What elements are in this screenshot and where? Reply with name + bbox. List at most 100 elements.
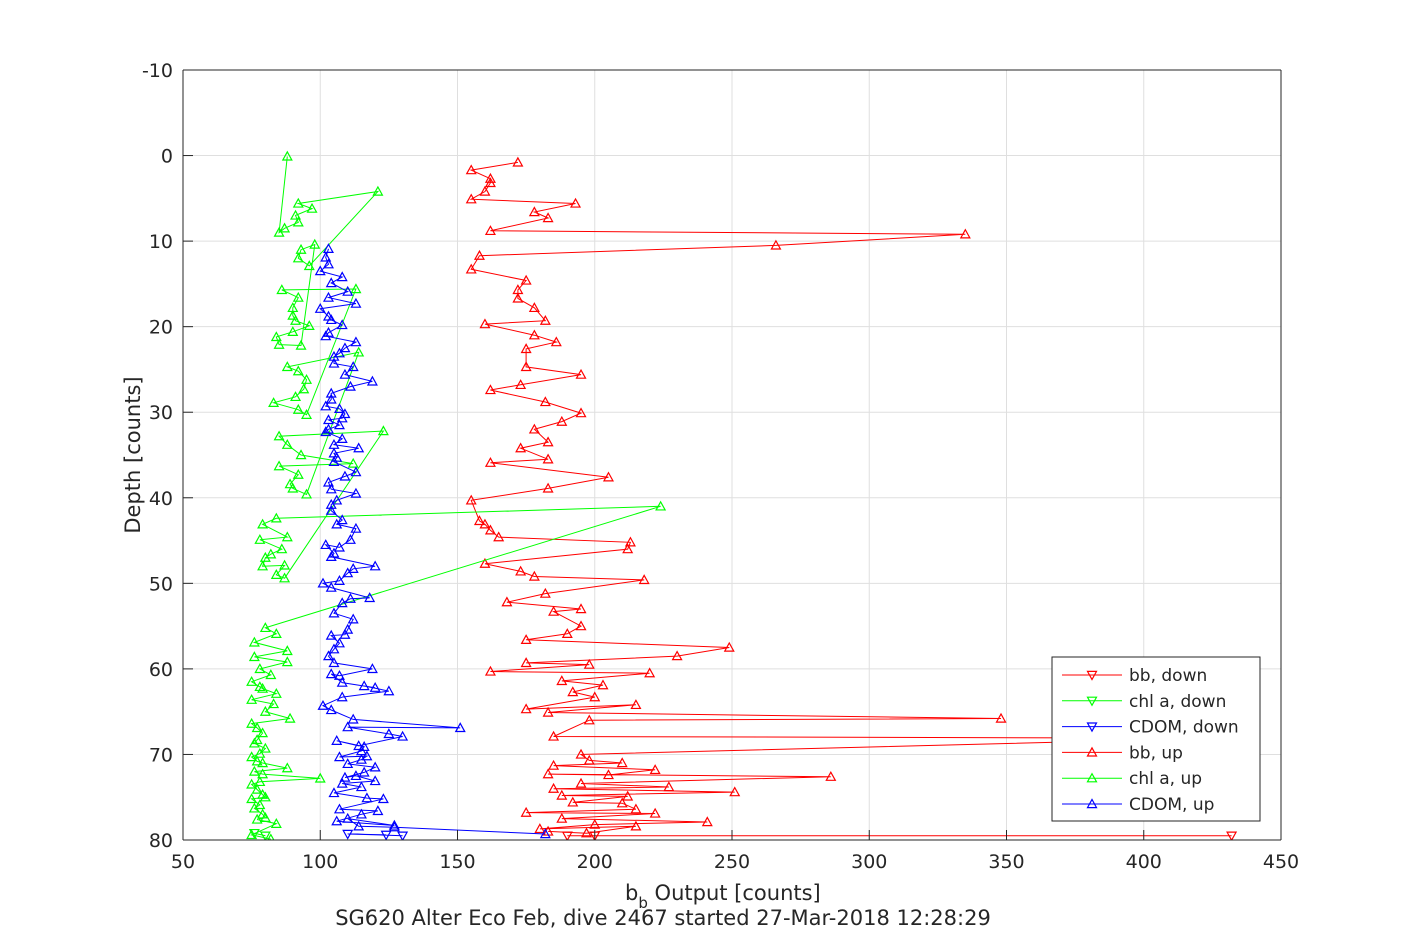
data-point-chl-a-up [257, 560, 269, 571]
data-point-bb-down [561, 831, 573, 840]
data-point-bb-up [542, 436, 554, 447]
data-point-bb-up [575, 748, 587, 759]
data-point-bb-up [484, 172, 496, 183]
data-point-cdom-up [388, 821, 400, 832]
data-point-cdom-up [358, 766, 370, 777]
data-point-bb-up [484, 384, 496, 395]
data-point-chl-a-up [303, 320, 315, 331]
data-point-bb-up [567, 796, 579, 807]
data-point-chl-a-up [254, 681, 266, 692]
data-point-chl-a-up [259, 551, 271, 562]
data-point-chl-a-up [268, 397, 280, 408]
data-point-bb-up [528, 570, 540, 581]
data-point-chl-a-up [270, 818, 282, 828]
data-point-cdom-up [322, 650, 335, 661]
data-point-cdom-up [336, 271, 348, 282]
data-point-chl-a-up [301, 409, 313, 419]
data-point-bb-up [515, 565, 527, 576]
data-point-chl-a-up [655, 500, 667, 511]
x-axis-label-suffix: Output [counts] [648, 881, 821, 905]
data-point-bb-up [484, 665, 496, 676]
data-point-bb-up [479, 318, 491, 329]
data-point-chl-a-up [292, 403, 304, 414]
data-point-cdom-up [355, 781, 367, 792]
data-point-cdom-up [342, 812, 354, 823]
data-point-chl-a-up [279, 572, 291, 583]
data-point-bb-up [548, 730, 560, 741]
legend-label: bb, up [1129, 743, 1183, 763]
data-point-cdom-up [347, 361, 359, 372]
y-tick-label: 10 [149, 231, 173, 253]
data-point-bb-up [473, 515, 485, 526]
y-tick-label: 70 [149, 744, 173, 766]
legend-label: chl a, down [1129, 692, 1226, 712]
data-point-chl-a-up [254, 533, 266, 544]
data-point-bb-up [542, 768, 554, 779]
data-point-chl-a-up [257, 682, 269, 693]
data-point-bb-up [723, 641, 735, 652]
data-point-chl-a-up [303, 260, 315, 271]
data-point-cdom-up [336, 433, 348, 443]
data-point-chl-a-up [295, 449, 307, 460]
data-point-cdom-up [339, 368, 351, 379]
data-point-cdom-down [397, 831, 409, 840]
data-point-bb-up [542, 706, 554, 717]
data-point-cdom-up [353, 740, 365, 751]
data-point-bb-up [479, 518, 491, 529]
data-point-chl-a-up [254, 747, 266, 758]
data-point-chl-a-up [246, 793, 258, 804]
data-point-cdom-up [353, 442, 365, 453]
legend-swatch-marker [1086, 746, 1098, 757]
data-point-cdom-up [344, 592, 356, 603]
data-point-chl-a-up [273, 226, 285, 237]
data-point-chl-a-up [281, 656, 293, 667]
legend-entry-chl-a-up: chl a, up [1062, 769, 1202, 789]
data-point-cdom-up [383, 685, 395, 696]
data-point-cdom-up [355, 808, 367, 819]
data-point-chl-a-up [246, 751, 258, 762]
series-layer [246, 150, 1238, 840]
y-tick-label: 50 [149, 573, 173, 595]
data-point-chl-a-up [347, 457, 359, 468]
data-point-cdom-up [369, 681, 381, 692]
data-point-cdom-up [388, 819, 400, 830]
data-point-cdom-up [369, 560, 381, 571]
data-point-bb-up [602, 769, 614, 780]
data-point-bb-up [575, 407, 587, 418]
legend[interactable]: bb, down chl a, down CDOM, down bb, up chl a… [1051, 656, 1261, 822]
data-point-cdom-up [325, 277, 337, 288]
data-point-bb-up [624, 536, 636, 547]
data-point-chl-a-up [279, 222, 291, 233]
data-point-cdom-up [314, 265, 326, 276]
data-point-cdom-up [372, 805, 384, 816]
data-point-cdom-up [331, 815, 343, 826]
data-point-bb-up [556, 675, 568, 686]
data-point-cdom-up [361, 792, 373, 803]
data-point-cdom-up [320, 251, 332, 262]
data-point-chl-a-up [292, 216, 304, 227]
data-point-bb-up [567, 686, 579, 697]
data-point-chl-a-up [257, 768, 269, 779]
data-point-bb-up [575, 620, 587, 631]
data-point-bb-up [622, 543, 634, 554]
data-point-cdom-up [325, 393, 337, 404]
data-point-cdom-up [328, 643, 340, 654]
data-point-chl-a-up [287, 309, 299, 320]
legend-entry-bb-down: bb, down [1062, 666, 1207, 686]
data-point-bb-up [622, 790, 634, 801]
data-point-chl-a-up [284, 712, 296, 723]
data-point-cdom-up [325, 581, 337, 592]
data-point-bb-up [602, 471, 614, 482]
data-point-cdom-up [366, 375, 378, 386]
data-point-bb-up [770, 239, 782, 250]
data-point-bb-up [484, 524, 496, 535]
data-point-chl-a-up [290, 391, 302, 402]
data-point-bb-up [542, 212, 554, 223]
data-point-bb-up [649, 807, 661, 818]
data-point-chl-a-up [292, 468, 304, 479]
data-point-chl-a-up [248, 737, 260, 748]
data-point-cdom-up [336, 597, 348, 608]
data-point-cdom-up [336, 691, 348, 702]
legend-swatch-marker [1086, 722, 1098, 733]
